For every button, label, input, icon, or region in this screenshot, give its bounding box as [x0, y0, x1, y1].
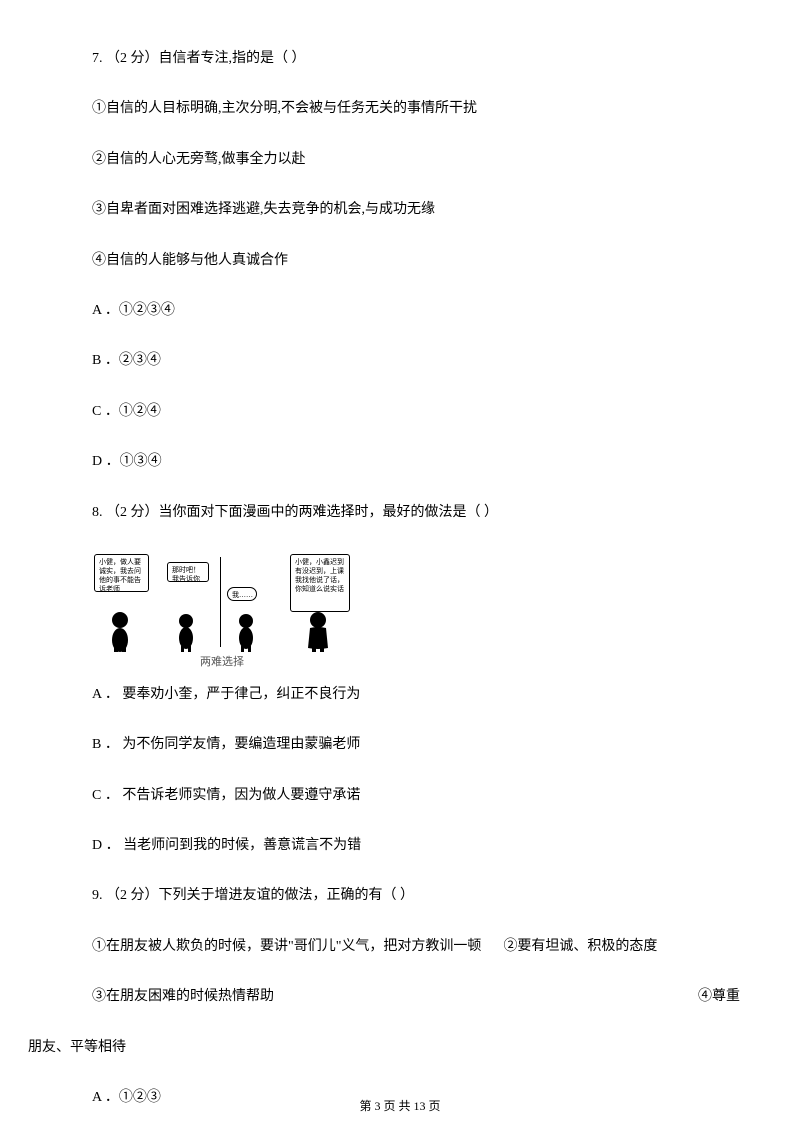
- q8-comic: 小健，做人要诚实，我去问他的事不能告诉老师 那时吧！我告诉你 我…… 小健，小鑫…: [92, 552, 740, 672]
- comic-divider: [220, 557, 221, 647]
- q9-statement-line1: ①在朋友被人欺负的时候，要讲"哥们儿"义气，把对方教训一顿 ②要有坦诚、积极的态度: [92, 936, 740, 958]
- q7-option-d: D ．①③④: [92, 451, 740, 473]
- q7-option-b: B ．②③④: [92, 350, 740, 372]
- q7-stem: 7. （2 分）自信者专注,指的是（ ）: [92, 48, 740, 70]
- comic-caption: 两难选择: [92, 654, 352, 672]
- q8-option-a: A ． 要奉劝小奎，严于律己，纠正不良行为: [92, 684, 740, 706]
- q9-statement-line3: 朋友、平等相待: [28, 1037, 740, 1059]
- page-footer: 第 3 页 共 13 页: [0, 1097, 800, 1116]
- comic-figure-1: [104, 610, 136, 652]
- q7-option-c: C ．①②④: [92, 401, 740, 423]
- comic-bubble-1: 小健，做人要诚实，我去问他的事不能告诉老师: [94, 554, 149, 592]
- q8-stem: 8. （2 分）当你面对下面漫画中的两难选择时，最好的做法是（ ）: [92, 502, 740, 524]
- comic-bubble-4: 小健，小鑫迟到有没迟到，上课我找他说了话，你知道么说实话: [290, 554, 350, 612]
- q7-statement-2: ②自信的人心无旁骛,做事全力以赴: [92, 149, 740, 171]
- comic-bubble-3: 我……: [227, 587, 257, 601]
- q8-option-c: C ． 不告诉老师实情，因为做人要遵守承诺: [92, 785, 740, 807]
- q7-option-a: A ．①②③④: [92, 300, 740, 322]
- q9-statement-3: ③在朋友困难的时候热情帮助: [92, 986, 274, 1008]
- q7-statement-1: ①自信的人目标明确,主次分明,不会被与任务无关的事情所干扰: [92, 98, 740, 120]
- q7-statement-4: ④自信的人能够与他人真诚合作: [92, 250, 740, 272]
- q8-option-d: D ． 当老师问到我的时候，善意谎言不为错: [92, 835, 740, 857]
- comic-figure-2: [172, 612, 200, 652]
- comic-figure-3: [232, 612, 260, 652]
- q9-statement-2: ②要有坦诚、积极的态度: [503, 939, 657, 954]
- q7-statement-3: ③自卑者面对困难选择逃避,失去竞争的机会,与成功无缘: [92, 199, 740, 221]
- q9-statement-line2: ③在朋友困难的时候热情帮助 ④尊重: [92, 986, 740, 1008]
- q9-statement-4a: ④尊重: [698, 986, 740, 1008]
- q8-option-b: B ． 为不伤同学友情，要编造理由蒙骗老师: [92, 734, 740, 756]
- q9-stem: 9. （2 分）下列关于增进友谊的做法，正确的有（ ）: [92, 885, 740, 907]
- comic-figure-4: [302, 610, 334, 652]
- q9-statement-1: ①在朋友被人欺负的时候，要讲"哥们儿"义气，把对方教训一顿: [92, 939, 481, 954]
- comic-bubble-2: 那时吧！我告诉你: [167, 562, 209, 582]
